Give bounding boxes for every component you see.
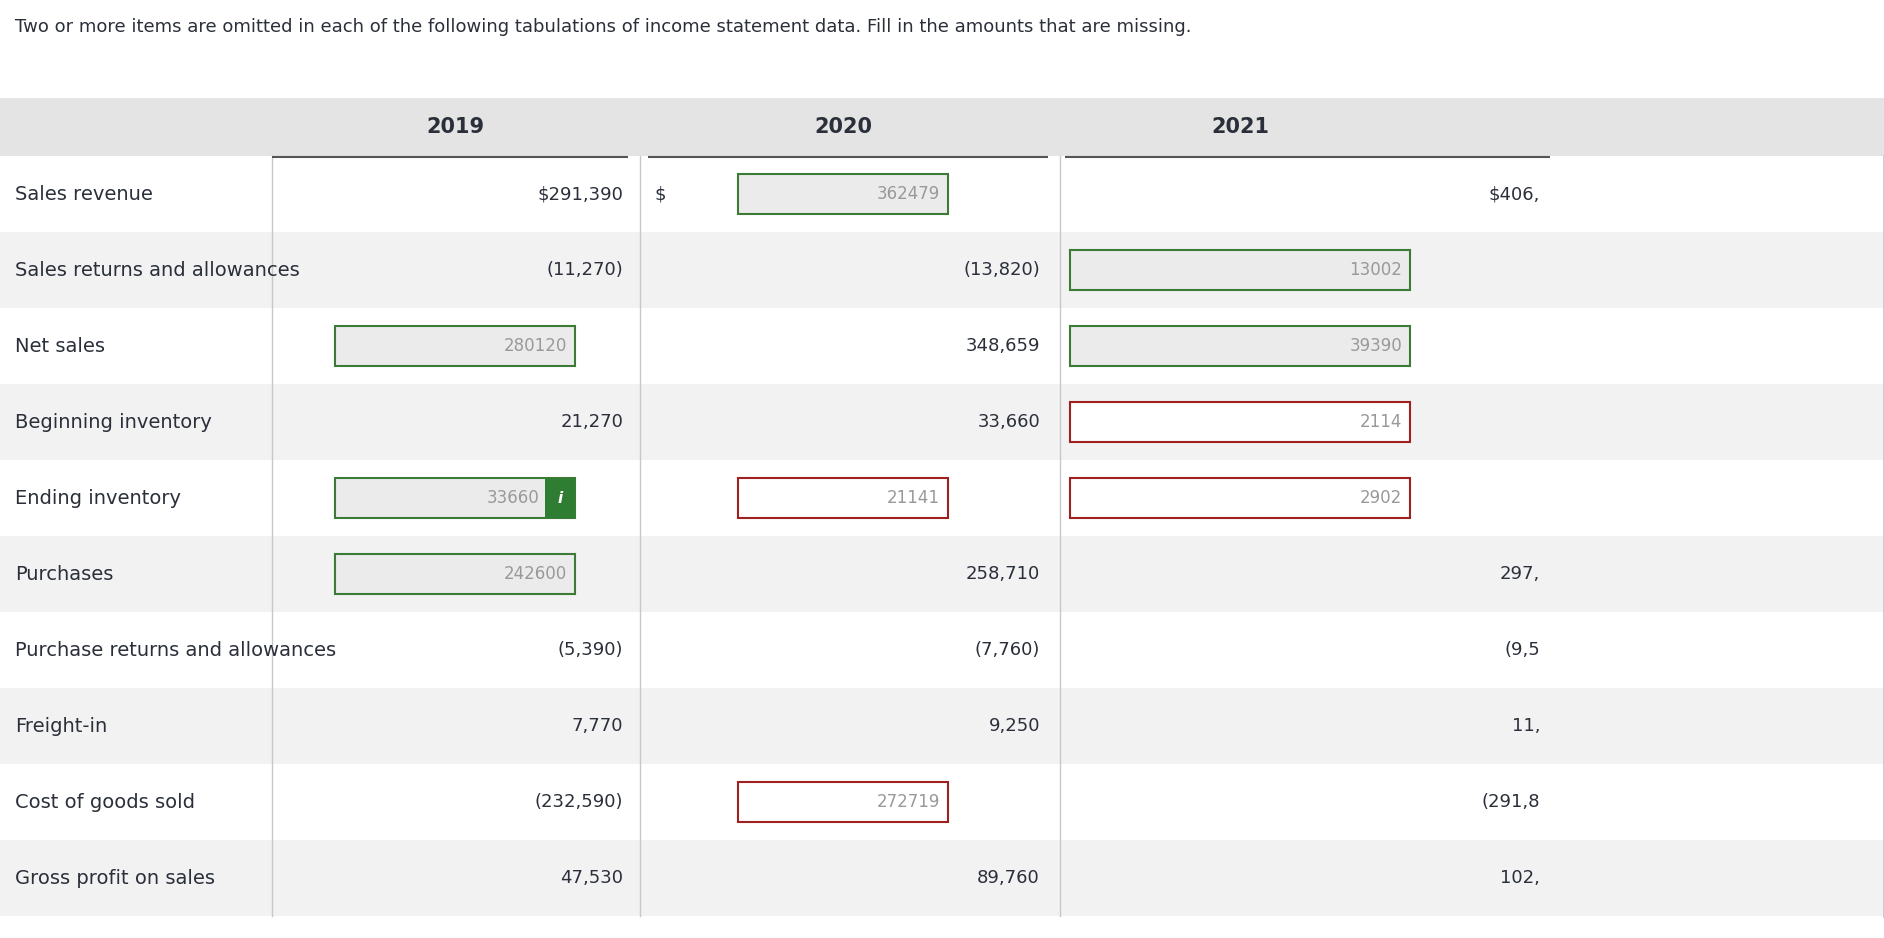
Bar (0, 688, 1884, 764)
Bar (0, 308, 1884, 384)
Text: Sales returns and allowances: Sales returns and allowances (15, 261, 300, 280)
Text: 7,770: 7,770 (571, 717, 624, 735)
Text: Purchases: Purchases (15, 565, 113, 583)
Text: 348,659: 348,659 (965, 337, 1040, 355)
Bar (739, 174, 948, 214)
Text: 9,250: 9,250 (989, 717, 1040, 735)
Text: 242600: 242600 (503, 565, 567, 583)
Text: $: $ (656, 185, 667, 203)
Text: 2021: 2021 (1211, 117, 1270, 137)
Text: Beginning inventory: Beginning inventory (15, 413, 211, 431)
Text: (5,390): (5,390) (558, 641, 624, 659)
Text: 258,710: 258,710 (966, 565, 1040, 583)
Text: Cost of goods sold: Cost of goods sold (15, 793, 196, 811)
Bar (0, 98, 1884, 156)
Bar (0, 384, 1884, 460)
Text: (291,8: (291,8 (1481, 793, 1539, 811)
Text: 2020: 2020 (814, 117, 872, 137)
Text: 2902: 2902 (1360, 489, 1402, 507)
Text: 362479: 362479 (876, 185, 940, 203)
Text: 39390: 39390 (1349, 337, 1402, 355)
Bar (1070, 326, 1409, 366)
Text: Purchase returns and allowances: Purchase returns and allowances (15, 641, 335, 659)
Bar (0, 460, 1884, 536)
Text: (11,270): (11,270) (546, 261, 624, 279)
Text: (13,820): (13,820) (963, 261, 1040, 279)
Text: 11,: 11, (1511, 717, 1539, 735)
Bar (0, 232, 1884, 308)
Bar (0, 156, 1884, 232)
Text: 89,760: 89,760 (978, 869, 1040, 887)
Bar (544, 478, 575, 518)
Text: $406,: $406, (1488, 185, 1539, 203)
Text: Ending inventory: Ending inventory (15, 489, 181, 507)
Bar (739, 478, 948, 518)
Text: (232,590): (232,590) (535, 793, 624, 811)
Bar (0, 764, 1884, 840)
Text: Sales revenue: Sales revenue (15, 185, 153, 204)
Text: Freight-in: Freight-in (15, 717, 107, 735)
Bar (739, 782, 948, 822)
Text: (9,5: (9,5 (1503, 641, 1539, 659)
Bar (0, 536, 1884, 612)
Bar (335, 554, 575, 594)
Text: $291,390: $291,390 (537, 185, 624, 203)
Text: 33,660: 33,660 (978, 413, 1040, 431)
Text: Gross profit on sales: Gross profit on sales (15, 869, 215, 887)
Text: 272719: 272719 (876, 793, 940, 811)
Text: 47,530: 47,530 (560, 869, 624, 887)
Text: 21141: 21141 (887, 489, 940, 507)
Text: Two or more items are omitted in each of the following tabulations of income sta: Two or more items are omitted in each of… (15, 18, 1191, 36)
Text: 280120: 280120 (503, 337, 567, 355)
Bar (1070, 250, 1409, 290)
Text: 21,270: 21,270 (560, 413, 624, 431)
Bar (1070, 478, 1409, 518)
Bar (335, 478, 575, 518)
Bar (335, 326, 575, 366)
Text: i: i (558, 491, 563, 506)
Text: (7,760): (7,760) (974, 641, 1040, 659)
Text: 297,: 297, (1500, 565, 1539, 583)
Text: 102,: 102, (1500, 869, 1539, 887)
Text: 13002: 13002 (1349, 261, 1402, 279)
Bar (0, 612, 1884, 688)
Text: Net sales: Net sales (15, 337, 106, 356)
Text: 33660: 33660 (486, 489, 539, 507)
Text: 2019: 2019 (426, 117, 484, 137)
Bar (1070, 402, 1409, 442)
Text: 2114: 2114 (1360, 413, 1402, 431)
Bar (0, 840, 1884, 916)
